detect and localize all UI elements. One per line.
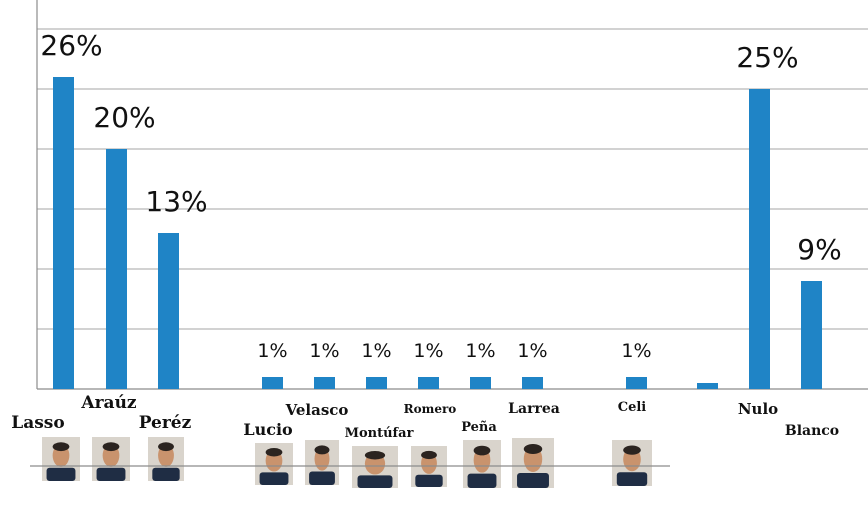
category-label: Peréz (139, 413, 192, 433)
category-label: Araúz (80, 393, 137, 413)
bars (53, 77, 822, 389)
data-label: 1% (413, 340, 443, 362)
data-label: 1% (361, 340, 391, 362)
data-label: 9% (797, 233, 841, 266)
data-label: 26% (40, 29, 102, 62)
data-label: 20% (93, 101, 155, 134)
category-label: Lucio (243, 420, 293, 439)
bar (158, 233, 179, 389)
category-label: Montúfar (345, 426, 414, 441)
data-label: 13% (145, 185, 207, 218)
bar (801, 281, 822, 389)
category-label: Blanco (785, 423, 839, 439)
data-label: 1% (309, 340, 339, 362)
bar (522, 377, 543, 389)
bar (314, 377, 335, 389)
candidate-photo (612, 440, 652, 486)
candidate-photos (42, 437, 652, 488)
data-label: 1% (465, 340, 495, 362)
category-label: Romero (404, 402, 457, 416)
candidate-photo (352, 446, 398, 488)
bar (366, 377, 387, 389)
bar (418, 377, 439, 389)
bar (626, 377, 647, 389)
bar (749, 89, 770, 389)
category-label: Celi (618, 400, 647, 415)
data-labels: 26% 20% 13% 1% 1% 1% 1% 1% 1% 1% 25% 9% (40, 29, 841, 362)
candidate-photo (148, 437, 184, 481)
data-label: 1% (517, 340, 547, 362)
candidate-photo (42, 437, 80, 481)
candidate-photo (92, 437, 130, 481)
bar (53, 77, 74, 389)
candidate-photo (512, 438, 554, 488)
candidate-photo (463, 440, 501, 488)
candidate-photo (255, 443, 293, 485)
category-label: Velasco (285, 401, 349, 419)
bar (470, 377, 491, 389)
bar (697, 383, 718, 389)
data-label: 1% (257, 340, 287, 362)
data-label: 25% (736, 41, 798, 74)
category-label: Lasso (11, 413, 64, 433)
bar (106, 149, 127, 389)
data-label: 1% (621, 340, 651, 362)
category-label: Peña (461, 420, 497, 435)
bar (262, 377, 283, 389)
candidate-photo (305, 440, 339, 485)
category-label: Larrea (508, 401, 560, 417)
category-label: Nulo (738, 400, 778, 418)
